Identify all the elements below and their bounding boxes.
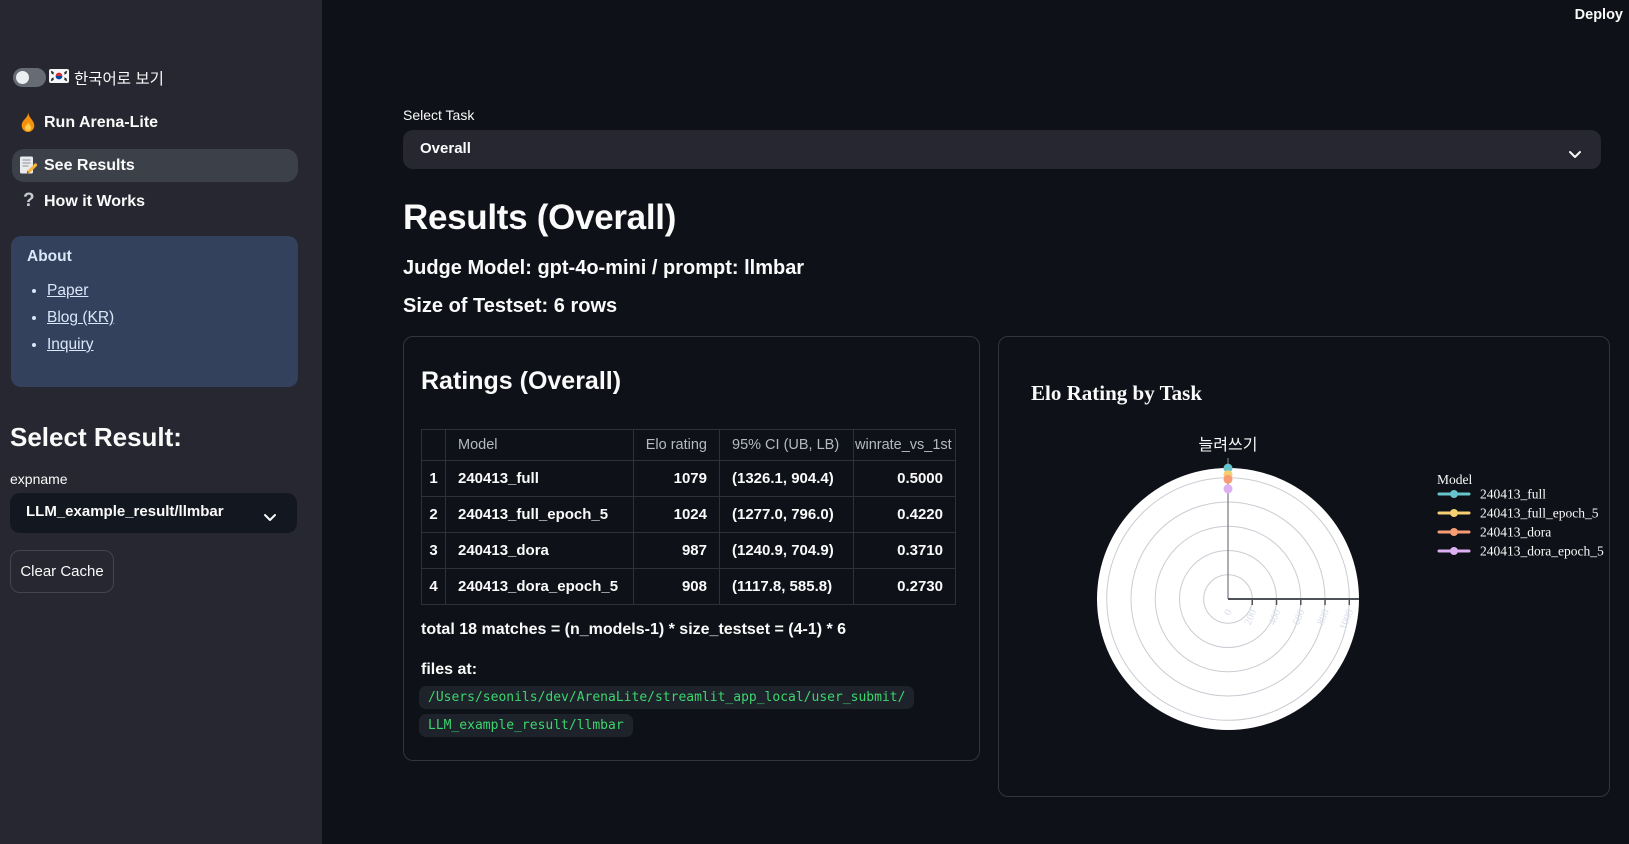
cell-elo: 908 [633, 568, 720, 605]
clear-cache-button[interactable]: Clear Cache [10, 550, 114, 593]
col-header-rank [421, 429, 446, 461]
korea-flag-icon [49, 69, 69, 88]
select-task-label: Select Task [403, 107, 475, 123]
language-toggle-label: 한국어로 보기 [74, 71, 164, 88]
cell-rank: 2 [421, 496, 446, 533]
cell-model: 240413_full [445, 460, 634, 497]
language-toggle-knob [16, 71, 29, 84]
table-header-row: Model Elo rating 95% CI (UB, LB) winrate… [421, 429, 956, 461]
expname-label: expname [10, 471, 68, 487]
page-title: Results (Overall) [403, 198, 677, 237]
col-header-model: Model [445, 429, 634, 461]
cell-model: 240413_dora [445, 532, 634, 569]
cell-ci: (1277.0, 796.0) [719, 496, 854, 533]
cell-model: 240413_dora_epoch_5 [445, 568, 634, 605]
sidebar-item-how-it-works[interactable]: How it Works [44, 193, 146, 210]
elo-chart-card: Elo Rating by Task 0 200 400 600 800 1000 늘려쓰기… [998, 336, 1610, 797]
clear-cache-label: Clear Cache [20, 563, 104, 580]
about-links: Paper Blog (KR) Inquiry [11, 282, 307, 363]
about-box: About Paper Blog (KR) Inquiry [11, 236, 298, 387]
col-header-elo: Elo rating [633, 429, 720, 461]
link-inquiry[interactable]: Inquiry [47, 336, 94, 353]
question-icon: ? [23, 190, 35, 211]
cell-elo: 987 [633, 532, 720, 569]
total-matches-line: total 18 matches = (n_models-1) * size_t… [421, 621, 847, 638]
chevron-down-icon [1568, 146, 1582, 164]
list-item: Blog (KR) [47, 309, 307, 327]
data-point-240413_dora_epoch_5 [1223, 484, 1233, 494]
category-label: 늘려쓰기 [1199, 436, 1258, 454]
legend-marker [1450, 528, 1458, 536]
elo-polar-chart[interactable]: 0 200 400 600 800 1000늘려쓰기Model240413_full240… [999, 337, 1609, 796]
radial-tick-label: 0 [1223, 608, 1235, 617]
cell-winrate: 0.5000 [853, 460, 956, 497]
cell-ci: (1326.1, 904.4) [719, 460, 854, 497]
testset-size-line: Size of Testset: 6 rows [403, 295, 618, 317]
link-blog-kr[interactable]: Blog (KR) [47, 309, 115, 326]
fire-icon [19, 112, 39, 132]
data-point-240413_full [1223, 463, 1233, 473]
sidebar-item-run-arena-lite[interactable]: Run Arena-Lite [44, 114, 159, 131]
expname-select[interactable]: LLM_example_result/llmbar [10, 493, 297, 533]
table-row: 4 240413_dora_epoch_5 908 (1117.8, 585.8) 0.… [421, 568, 956, 605]
about-title: About [27, 248, 72, 265]
radial-tick-label: 200 [1243, 608, 1259, 627]
select-result-heading: Select Result: [10, 422, 182, 452]
legend-marker [1450, 547, 1458, 555]
link-paper[interactable]: Paper [47, 282, 89, 299]
table-row: 2 240413_full_epoch_5 1024 (1277.0, 796.0) 0… [421, 496, 956, 533]
cell-rank: 3 [421, 532, 446, 569]
radial-tick-label: 400 [1267, 608, 1283, 627]
data-point-240413_dora [1223, 474, 1233, 484]
task-select[interactable]: Overall [403, 130, 1601, 169]
legend-label: 240413_dora [1480, 525, 1551, 540]
col-header-ci: 95% CI (UB, LB) [719, 429, 854, 461]
col-header-winrate: winrate_vs_1st [853, 429, 956, 461]
sidebar: 한국어로 보기 Run Arena-Lite See Results ? How… [0, 0, 322, 844]
table-row: 1 240413_full 1079 (1326.1, 904.4) 0.5000 [421, 460, 956, 497]
legend-marker [1450, 509, 1458, 517]
cell-ci: (1240.9, 704.9) [719, 532, 854, 569]
file-path-line-1: /Users/seonils/dev/ArenaLite/streamlit_a… [419, 686, 915, 709]
sidebar-item-see-results[interactable] [12, 149, 298, 182]
cell-elo: 1024 [633, 496, 720, 533]
sidebar-item-see-results-label: See Results [44, 157, 135, 174]
memo-icon [19, 156, 39, 176]
legend-label: 240413_dora_epoch_5 [1480, 544, 1604, 559]
language-toggle[interactable] [13, 68, 46, 87]
files-at-label: files at: [421, 661, 478, 678]
expname-select-value: LLM_example_result/llmbar [26, 503, 224, 520]
radial-tick-label: 600 [1291, 608, 1307, 627]
deploy-button[interactable]: Deploy [1574, 7, 1623, 23]
ratings-card: Ratings (Overall) Model Elo rating 95% C… [403, 336, 980, 761]
legend-marker [1450, 490, 1458, 498]
radial-tick-label: 800 [1316, 608, 1332, 627]
cell-winrate: 0.3710 [853, 532, 956, 569]
legend-label: 240413_full_epoch_5 [1480, 506, 1599, 521]
cell-model: 240413_full_epoch_5 [445, 496, 634, 533]
legend-label: 240413_full [1480, 487, 1546, 502]
cell-winrate: 0.2730 [853, 568, 956, 605]
cell-elo: 1079 [633, 460, 720, 497]
ratings-table: Model Elo rating 95% CI (UB, LB) winrate… [421, 429, 956, 605]
list-item: Inquiry [47, 336, 307, 354]
chart-title: Elo Rating by Task [1031, 381, 1202, 405]
legend-title: Model [1437, 472, 1472, 487]
cell-ci: (1117.8, 585.8) [719, 568, 854, 605]
cell-rank: 4 [421, 568, 446, 605]
list-item: Paper [47, 282, 307, 300]
table-row: 3 240413_dora 987 (1240.9, 704.9) 0.3710 [421, 532, 956, 569]
judge-model-line: Judge Model: gpt-4o-mini / prompt: llmba… [403, 257, 805, 279]
ratings-card-title: Ratings (Overall) [421, 367, 622, 395]
ratings-table-body: 1 240413_full 1079 (1326.1, 904.4) 0.5000 2 24… [421, 460, 956, 605]
chevron-down-icon [263, 509, 277, 527]
task-select-value: Overall [420, 140, 471, 157]
cell-winrate: 0.4220 [853, 496, 956, 533]
file-path-line-2: LLM_example_result/llmbar [419, 714, 633, 737]
cell-rank: 1 [421, 460, 446, 497]
